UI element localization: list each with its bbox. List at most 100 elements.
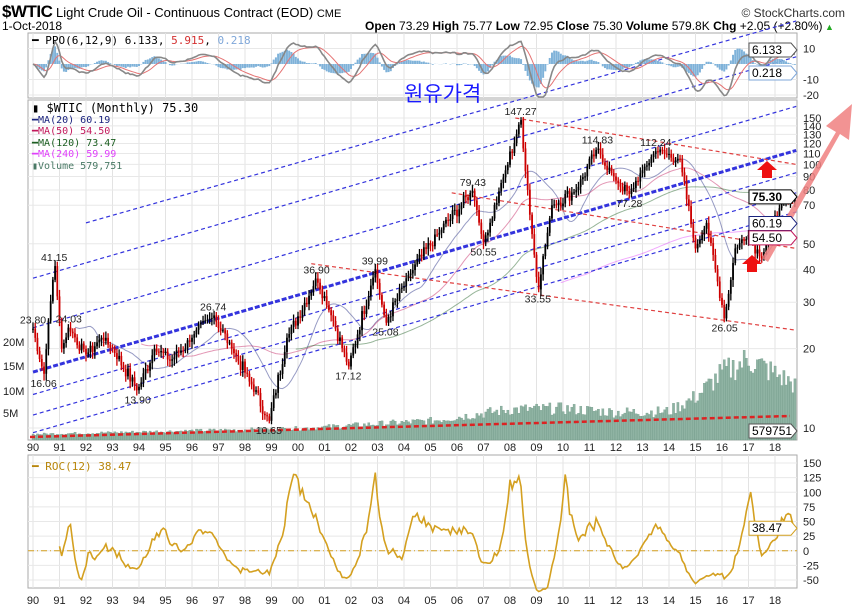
ohlc-bar <box>89 341 92 359</box>
x-tick-label: 12 <box>610 442 622 454</box>
ohlc-body <box>261 406 264 414</box>
volume-bar <box>555 406 558 441</box>
ppo-histogram-bar <box>617 64 620 70</box>
ohlc-bar <box>756 243 759 259</box>
ohlc-body <box>222 330 224 332</box>
ppo-histogram-bar <box>425 62 428 64</box>
ppo-histogram-bar <box>458 64 461 66</box>
ohlc-bar <box>204 314 207 324</box>
ppo-histogram-bar <box>325 64 328 72</box>
ohlc-bar <box>597 141 600 154</box>
ohlc-bar <box>266 412 268 422</box>
ohlc-body <box>113 348 116 354</box>
ppo-histogram-bar <box>133 64 136 67</box>
ma50-tag-text: 54.50 <box>752 231 782 245</box>
ohlc-body <box>299 316 302 318</box>
volume-bar <box>219 428 223 441</box>
ohlc-bar <box>714 248 717 273</box>
volume-bar <box>517 413 521 441</box>
ma20-tag-box <box>748 216 798 232</box>
roc-tag: 38.47 <box>748 520 798 536</box>
ohlc-bar <box>122 361 125 372</box>
ohlc-body <box>683 172 686 182</box>
ohlc-body <box>323 296 326 299</box>
ppo-histogram-bar <box>555 50 558 64</box>
roc-x-tick-label: 92 <box>80 595 92 607</box>
ohlc-body <box>358 330 361 335</box>
ohlc-body <box>257 390 260 393</box>
ohlc-body <box>493 204 496 219</box>
volume-bar <box>506 409 510 441</box>
volume-bar <box>91 433 94 441</box>
ohlc-body <box>440 229 443 233</box>
ppo-histogram-bar <box>135 64 138 67</box>
ohlc-body <box>244 361 246 373</box>
ohlc-bar <box>685 175 688 207</box>
volume-tick-label: 20M <box>3 337 24 349</box>
ohlc-body <box>135 385 138 391</box>
ppo-histogram-bar <box>745 53 748 64</box>
volume-bar <box>511 413 514 441</box>
ohlc-body <box>495 202 498 205</box>
ohlc-body <box>206 319 209 321</box>
roc-x-tick-label: 03 <box>371 595 383 607</box>
ppo-hist-tag-text: 0.218 <box>752 66 782 80</box>
volume-bar <box>597 408 600 441</box>
ohlc-bar <box>177 347 180 358</box>
volume-bar <box>577 413 580 441</box>
ppo-histogram-bar <box>597 61 600 64</box>
volume-bar <box>599 415 602 441</box>
volume-bar <box>553 413 556 441</box>
ohlc-bar <box>124 364 127 382</box>
ppo-histogram-bar <box>564 55 567 64</box>
ohlc-body <box>146 368 149 371</box>
ohlc-body <box>712 243 715 255</box>
ppo-histogram-bar <box>590 59 593 64</box>
ppo-histogram-bar <box>515 58 518 64</box>
ohlc-body <box>175 350 178 358</box>
ohlc-body <box>286 337 288 352</box>
ohlc-bar <box>710 230 712 247</box>
ppo-histogram-bar <box>252 64 255 68</box>
ppo-histogram-bar <box>162 61 165 64</box>
ohlc-body <box>387 317 390 323</box>
volume-bar <box>484 411 488 441</box>
ohlc-bar <box>403 281 405 291</box>
ohlc-bar <box>630 184 633 198</box>
ohlc-bar <box>557 199 560 212</box>
ppo-histogram-bar <box>727 64 730 66</box>
ppo-histogram-bar <box>294 56 297 64</box>
ohlc-bar <box>632 182 635 192</box>
ohlc-bar <box>480 219 483 239</box>
ppo-histogram-bar <box>308 63 311 64</box>
ohlc-bar <box>551 198 553 221</box>
volume-bar <box>714 373 717 441</box>
volume-bar <box>354 422 357 441</box>
ppo-histogram-bar <box>780 59 783 64</box>
ohlc-body <box>442 223 445 230</box>
ohlc-body <box>252 384 255 392</box>
ohlc-bar <box>352 343 355 359</box>
ohlc-body <box>652 154 655 158</box>
price-annotation-label: 33.55 <box>525 293 551 305</box>
ppo-histogram-bar <box>632 64 635 65</box>
ppo-histogram-bar <box>703 64 706 66</box>
ppo-histogram-bar <box>367 53 370 64</box>
volume-bar <box>634 413 638 441</box>
ohlc-body <box>544 246 547 257</box>
ohlc-bar <box>661 146 664 155</box>
volume-bar <box>700 392 704 441</box>
ppo-histogram-bar <box>579 60 582 64</box>
ohlc-body <box>738 243 741 248</box>
ohlc-body <box>489 222 492 233</box>
ppo-histogram-bar <box>149 58 152 64</box>
volume-bar <box>299 430 302 441</box>
x-tick-label: 06 <box>451 442 463 454</box>
ohlc-bar <box>363 305 366 321</box>
ohlc-bar <box>144 362 147 380</box>
price-title: $WTIC (Monthly) 75.30 <box>46 101 199 115</box>
ppo-histogram-bar <box>782 60 785 64</box>
price-y-tick-label: 110 <box>803 148 821 160</box>
ppo-histogram-bar <box>171 64 174 66</box>
